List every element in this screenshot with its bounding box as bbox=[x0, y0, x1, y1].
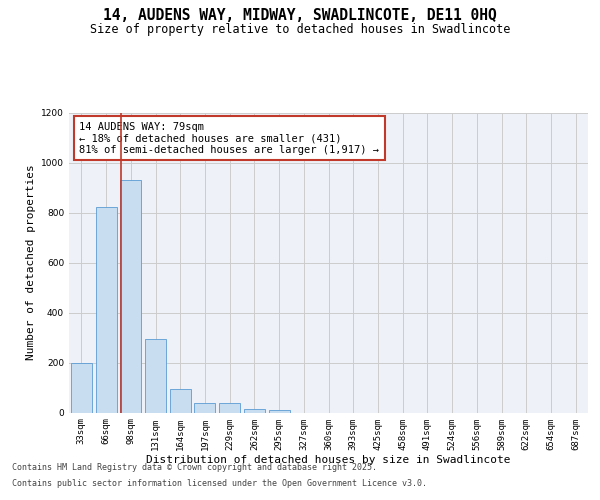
Text: 14 AUDENS WAY: 79sqm
← 18% of detached houses are smaller (431)
81% of semi-deta: 14 AUDENS WAY: 79sqm ← 18% of detached h… bbox=[79, 122, 379, 154]
Text: Contains public sector information licensed under the Open Government Licence v3: Contains public sector information licen… bbox=[12, 478, 427, 488]
X-axis label: Distribution of detached houses by size in Swadlincote: Distribution of detached houses by size … bbox=[146, 455, 511, 465]
Bar bbox=[95, 207, 116, 412]
Text: 14, AUDENS WAY, MIDWAY, SWADLINCOTE, DE11 0HQ: 14, AUDENS WAY, MIDWAY, SWADLINCOTE, DE1… bbox=[103, 8, 497, 22]
Bar bbox=[269, 410, 290, 412]
Text: Contains HM Land Registry data © Crown copyright and database right 2025.: Contains HM Land Registry data © Crown c… bbox=[12, 464, 377, 472]
Bar bbox=[219, 403, 240, 412]
Bar bbox=[71, 363, 92, 412]
Text: Size of property relative to detached houses in Swadlincote: Size of property relative to detached ho… bbox=[90, 22, 510, 36]
Bar bbox=[145, 339, 166, 412]
Bar bbox=[170, 389, 191, 412]
Bar bbox=[120, 180, 141, 412]
Bar bbox=[244, 409, 265, 412]
Bar bbox=[194, 403, 215, 412]
Y-axis label: Number of detached properties: Number of detached properties bbox=[26, 164, 35, 360]
